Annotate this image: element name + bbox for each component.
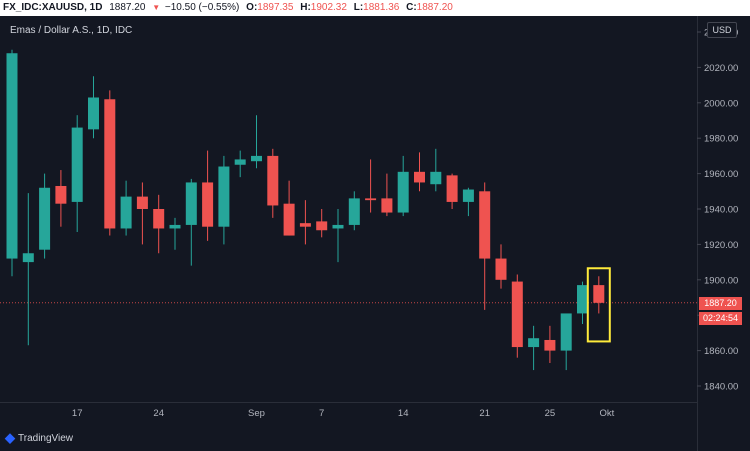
- last-price-tag: 1887.20: [699, 297, 742, 310]
- tradingview-logo-icon: ◆: [5, 430, 15, 445]
- y-tick-label: 2020.00: [704, 63, 738, 74]
- tradingview-logo[interactable]: ◆ TradingView: [5, 430, 74, 445]
- x-tick-label: 7: [319, 408, 324, 419]
- high-value: 1902.32: [310, 2, 347, 13]
- x-tick-label: 24: [153, 408, 164, 419]
- candle-body: [511, 281, 523, 348]
- candle-body: [397, 171, 409, 213]
- x-tick-label: 21: [479, 408, 490, 419]
- symbol-header: FX_IDC:XAUUSD, 1D 1887.20 ▼ −10.50 (−0.5…: [0, 0, 750, 16]
- y-tick-label: 1860.00: [704, 346, 738, 357]
- down-arrow-icon: ▼: [152, 3, 161, 12]
- chart-title: Emas / Dollar A.S., 1D, IDC: [10, 25, 133, 36]
- y-tick-label: 1960.00: [704, 169, 738, 180]
- candle-body: [120, 196, 132, 229]
- candle-body: [495, 258, 507, 280]
- x-tick-label: Sep: [248, 408, 265, 419]
- candle-body: [55, 185, 67, 204]
- candle-body: [593, 285, 605, 303]
- candle-body: [22, 253, 34, 263]
- last-price: 1887.20: [109, 2, 146, 13]
- candle-body: [299, 223, 311, 227]
- candle-body: [39, 187, 51, 250]
- y-tick-label: 1940.00: [704, 205, 738, 216]
- candle-body: [283, 203, 295, 236]
- y-tick-label: 1980.00: [704, 134, 738, 145]
- y-tick-label: 1920.00: [704, 240, 738, 251]
- candle-body: [153, 209, 165, 229]
- candle-body: [446, 175, 458, 202]
- logo-text: TradingView: [18, 432, 74, 444]
- highlight-box: [586, 267, 611, 343]
- currency-button[interactable]: USD: [707, 22, 737, 38]
- open-value: 1897.35: [257, 2, 294, 13]
- candle-body: [251, 155, 262, 162]
- x-tick-label: 17: [72, 408, 83, 419]
- candle-body: [185, 182, 197, 225]
- candle-body: [88, 97, 99, 130]
- low-value: 1881.36: [363, 2, 400, 13]
- candle-body: [234, 159, 246, 165]
- low-label: L:: [353, 2, 364, 13]
- candle-body: [202, 182, 214, 227]
- candle-body: [6, 53, 18, 259]
- change-value: −10.50 (−0.55%): [164, 2, 240, 13]
- candle-body: [414, 171, 425, 183]
- x-tick-label: Okt: [600, 408, 615, 419]
- candle-body: [462, 189, 474, 202]
- symbol-label[interactable]: FX_IDC:XAUUSD, 1D: [3, 2, 103, 13]
- close-value: 1887.20: [416, 2, 453, 13]
- candle-body: [528, 338, 540, 348]
- x-tick-label: 25: [545, 408, 556, 419]
- candle-body: [577, 285, 588, 314]
- candle-body: [332, 224, 344, 229]
- candle-body: [430, 171, 442, 185]
- candle-body: [560, 313, 572, 351]
- open-label: O:: [246, 2, 258, 13]
- candle-body: [136, 196, 148, 209]
- x-tick-label: 14: [398, 408, 409, 419]
- close-label: C:: [406, 2, 417, 13]
- candle-body: [479, 191, 491, 259]
- candle-body: [348, 198, 360, 225]
- candle-body: [218, 166, 230, 227]
- high-label: H:: [300, 2, 311, 13]
- candle-body: [71, 127, 83, 202]
- y-tick-label: 1900.00: [704, 275, 738, 286]
- candle-body: [365, 198, 377, 201]
- candle-body: [381, 198, 393, 213]
- y-tick-label: 2000.00: [704, 98, 738, 109]
- candle-body: [316, 221, 328, 231]
- y-tick-label: 1840.00: [704, 382, 738, 393]
- candle-body: [169, 224, 181, 229]
- candle-body: [267, 155, 279, 206]
- candle-body: [544, 339, 556, 351]
- countdown-tag: 02:24:54: [699, 312, 742, 325]
- candle-body: [104, 99, 116, 229]
